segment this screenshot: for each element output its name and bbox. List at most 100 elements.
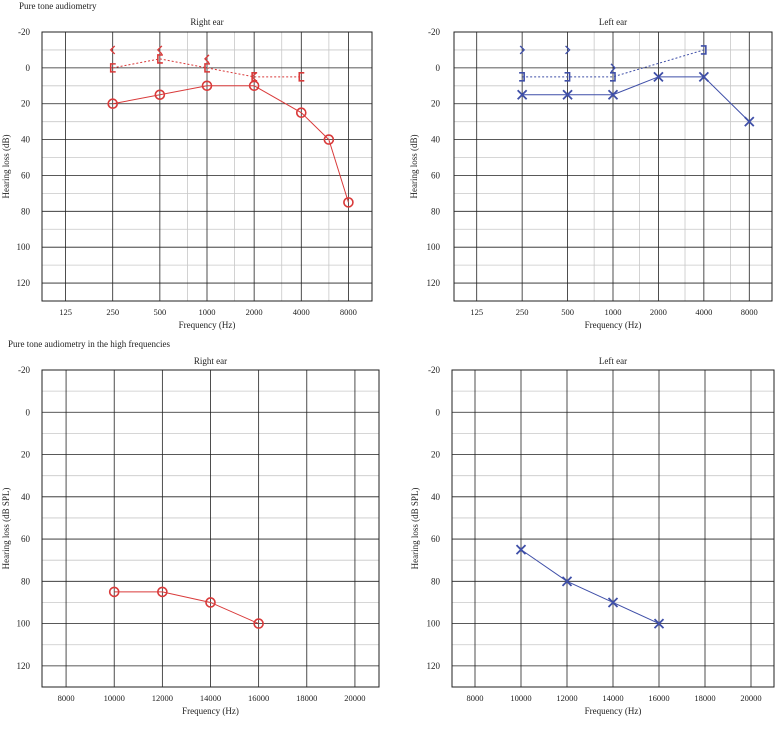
y-tick-label: 60 [21,170,31,180]
y-tick-label: 0 [436,63,441,73]
data-point-bone-masked [204,63,210,73]
y-tick-label: 100 [17,619,31,629]
chart-title: Right ear [194,356,227,366]
plot-frame [41,369,380,688]
y-tick-label: 100 [427,619,441,629]
data-point-bone [565,45,571,55]
x-tick-label: 10000 [510,693,531,703]
series-line-air [114,591,259,625]
y-tick-label: -20 [428,365,440,375]
y-tick-label: 40 [21,135,31,145]
x-tick-label: 12000 [152,693,173,703]
series-line-air [112,85,349,203]
data-point-bone [156,45,163,55]
audiogram-standard-right-ear: Right ear -20 0 20 40 60 80 100 120 125 250 500 1000… [1,17,373,330]
chart-title: Right ear [190,17,223,27]
data-point-bone-masked [610,72,616,82]
data-point-bone [251,72,257,82]
data-point-air [607,89,619,100]
x-tick-label: 8000 [467,693,484,703]
y-tick-label: 80 [21,576,31,586]
data-point-air [607,597,619,608]
data-point-bone [109,45,116,55]
plot-frame [453,31,773,302]
x-tick-label: 18000 [694,693,715,703]
data-point-bone-masked [564,72,571,82]
series-line-air [520,549,660,625]
data-point-air [107,98,119,110]
x-tick-label: 2000 [246,307,263,317]
x-tick-label: 8000 [58,693,75,703]
data-point-bone-masked [700,45,707,55]
audiogram-high-frequency-left-ear: Left ear -20 0 20 40 60 80 100 120 8000 10000 12000… [410,356,775,716]
y-tick-label: 20 [21,99,31,109]
x-tick-label: 125 [59,307,72,317]
data-point-bone [204,54,210,64]
x-axis-label: Frequency (Hz) [585,320,642,330]
data-point-air [201,80,213,92]
plot-frame [451,369,775,688]
x-tick-label: 8000 [340,307,357,317]
y-tick-label: 0 [436,407,441,417]
x-tick-label: 20000 [344,693,365,703]
x-tick-label: 12000 [556,693,577,703]
y-tick-label: 120 [427,278,441,288]
data-point-air [698,71,709,82]
x-tick-label: 16000 [648,693,669,703]
y-tick-label: -20 [18,365,30,375]
y-tick-label: 40 [431,492,441,502]
y-tick-label: 100 [427,242,441,252]
x-tick-label: 20000 [740,693,761,703]
x-tick-label: 14000 [602,693,623,703]
data-point-bone [610,63,616,73]
data-point-air [562,89,573,100]
data-point-air [515,544,527,555]
x-axis-label: Frequency (Hz) [585,706,642,716]
x-tick-label: 18000 [296,693,317,703]
y-tick-label: 80 [431,576,441,586]
chart-title: Left ear [599,17,627,27]
audiogram-standard-left-ear: Left ear -20 0 20 40 60 80 100 120 125 250 500 1000 2… [409,17,773,330]
data-point-bone-masked [519,72,525,82]
y-tick-label: -20 [18,27,30,37]
y-tick-label: 120 [427,661,441,671]
audiogram-high-frequency-right-ear: Right ear -20 0 20 40 60 80 100 120 8000 10000 1200… [1,356,380,716]
x-axis-label: Frequency (Hz) [182,706,239,716]
y-tick-label: 120 [17,661,31,671]
x-axis-label: Frequency (Hz) [179,320,236,330]
y-tick-label: 0 [26,63,31,73]
y-tick-label: 100 [17,242,31,252]
y-tick-label: 20 [21,450,31,460]
data-point-air [744,116,755,127]
y-axis-label: Hearing loss (dB SPL) [1,488,11,570]
y-axis-label: Hearing loss (dB) [1,135,11,199]
x-tick-label: 500 [153,307,166,317]
chart-title: Left ear [599,356,627,366]
data-point-bone-masked [157,54,163,64]
y-tick-label: 20 [431,99,441,109]
x-tick-label: 10000 [104,693,125,703]
y-axis-label: Hearing loss (dB SPL) [410,488,420,570]
y-axis-label: Hearing loss (dB) [409,135,419,199]
x-tick-label: 500 [561,307,574,317]
data-point-air [154,89,166,101]
data-point-bone-masked [298,72,305,82]
data-point-bone-masked [109,63,116,73]
x-tick-label: 16000 [248,693,269,703]
y-tick-label: 80 [431,206,441,216]
x-tick-label: 8000 [741,307,758,317]
data-point-air [108,586,120,598]
y-tick-label: 60 [21,534,31,544]
y-tick-label: 60 [431,534,441,544]
x-tick-label: 4000 [293,307,310,317]
data-point-air [517,89,528,100]
x-tick-label: 14000 [200,693,221,703]
y-tick-label: 40 [431,135,441,145]
data-point-air [205,597,216,608]
series-line-air [522,76,750,123]
x-tick-label: 1000 [199,307,216,317]
data-point-air [343,197,354,208]
y-tick-label: 0 [26,407,31,417]
data-point-air [323,134,335,145]
x-tick-label: 250 [106,307,119,317]
